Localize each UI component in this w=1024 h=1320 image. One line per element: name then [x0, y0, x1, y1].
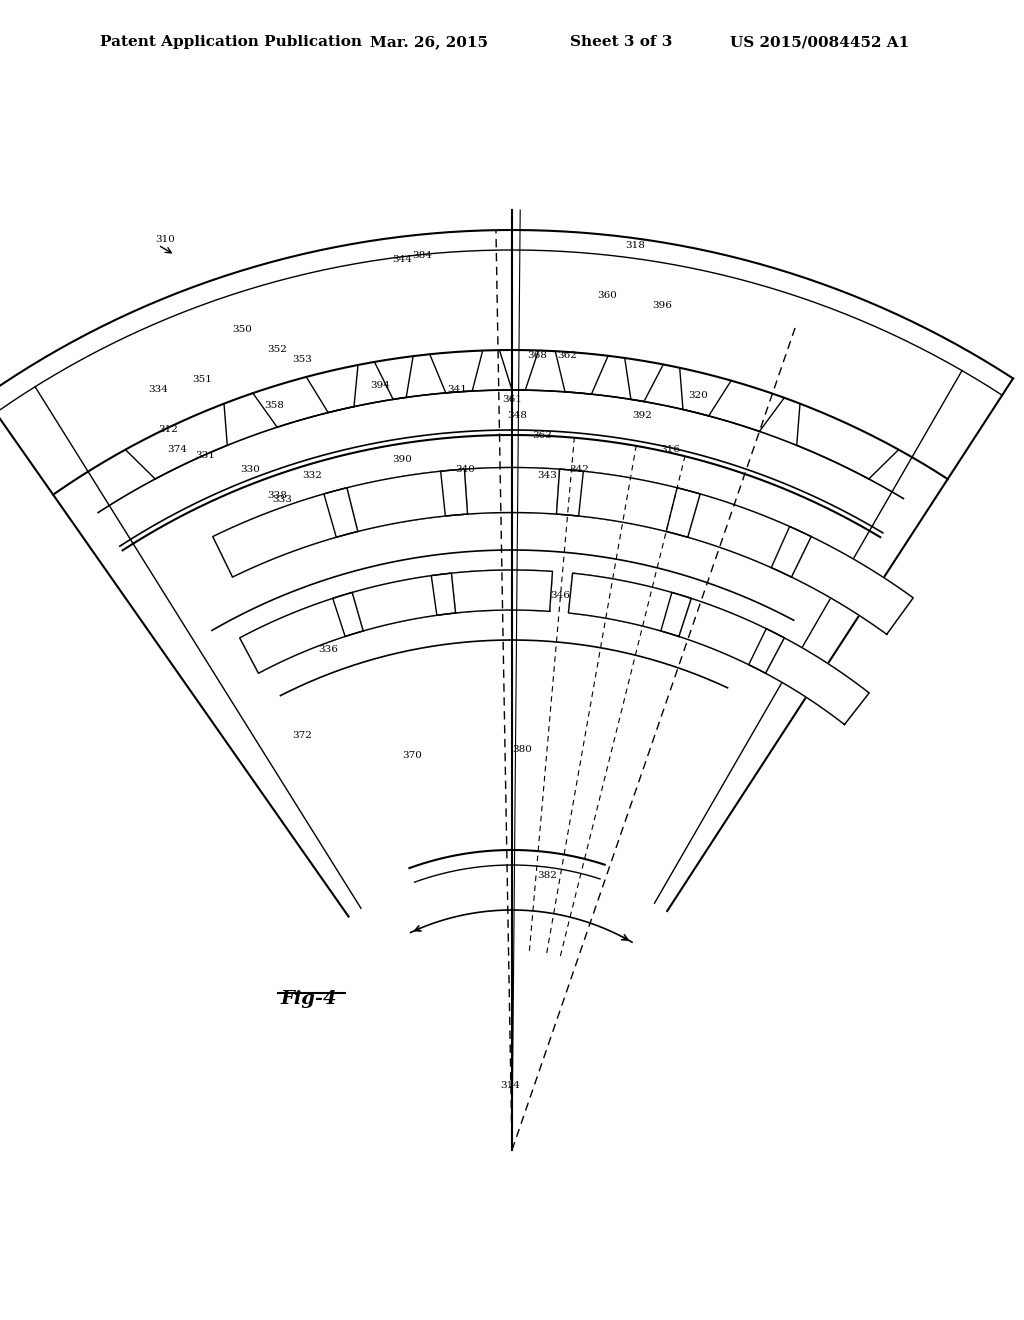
Text: 336: 336 [318, 645, 338, 655]
Text: 358: 358 [264, 400, 284, 409]
Text: 343: 343 [537, 470, 557, 479]
Text: 332: 332 [302, 470, 322, 479]
Text: 380: 380 [512, 746, 531, 755]
Text: 320: 320 [688, 391, 708, 400]
Text: 374: 374 [167, 446, 186, 454]
Text: 351: 351 [193, 375, 212, 384]
Text: 330: 330 [240, 466, 260, 474]
Text: 318: 318 [625, 240, 645, 249]
Text: 360: 360 [597, 290, 616, 300]
Text: 340: 340 [455, 466, 475, 474]
Text: 338: 338 [267, 491, 287, 499]
Text: 310: 310 [155, 235, 175, 244]
Text: Sheet 3 of 3: Sheet 3 of 3 [570, 36, 673, 49]
Text: 363: 363 [532, 430, 552, 440]
Text: 390: 390 [392, 455, 412, 465]
Text: 362: 362 [557, 351, 577, 359]
Polygon shape [568, 573, 691, 636]
Polygon shape [771, 527, 913, 634]
Text: 353: 353 [292, 355, 312, 364]
Polygon shape [431, 570, 553, 615]
Text: 342: 342 [569, 466, 589, 474]
Text: 312: 312 [158, 425, 178, 434]
Text: 346: 346 [550, 590, 570, 599]
Text: 372: 372 [292, 730, 312, 739]
Text: 384: 384 [412, 251, 432, 260]
Polygon shape [324, 469, 468, 537]
Text: 316: 316 [660, 446, 680, 454]
Polygon shape [667, 488, 811, 577]
Polygon shape [749, 628, 869, 725]
Text: 370: 370 [402, 751, 422, 759]
Text: Fig-4: Fig-4 [280, 990, 337, 1008]
Text: Patent Application Publication: Patent Application Publication [100, 36, 362, 49]
Text: 382: 382 [537, 870, 557, 879]
Text: US 2015/0084452 A1: US 2015/0084452 A1 [730, 36, 909, 49]
Text: Mar. 26, 2015: Mar. 26, 2015 [370, 36, 488, 49]
Text: 341: 341 [447, 385, 467, 395]
Text: 344: 344 [392, 256, 412, 264]
Polygon shape [240, 593, 364, 673]
Polygon shape [213, 488, 357, 577]
Text: 314: 314 [500, 1081, 520, 1089]
Text: 333: 333 [272, 495, 292, 504]
Text: 334: 334 [148, 385, 168, 395]
Text: 368: 368 [527, 351, 547, 359]
Text: 350: 350 [232, 326, 252, 334]
Polygon shape [556, 469, 700, 537]
Text: 352: 352 [267, 346, 287, 355]
Text: 394: 394 [370, 380, 390, 389]
Polygon shape [440, 467, 584, 516]
Text: 361: 361 [502, 396, 522, 404]
Polygon shape [333, 573, 456, 636]
Polygon shape [660, 593, 784, 673]
Text: 348: 348 [507, 411, 527, 420]
Text: 331: 331 [195, 450, 215, 459]
Text: 396: 396 [652, 301, 672, 309]
Text: 392: 392 [632, 411, 652, 420]
